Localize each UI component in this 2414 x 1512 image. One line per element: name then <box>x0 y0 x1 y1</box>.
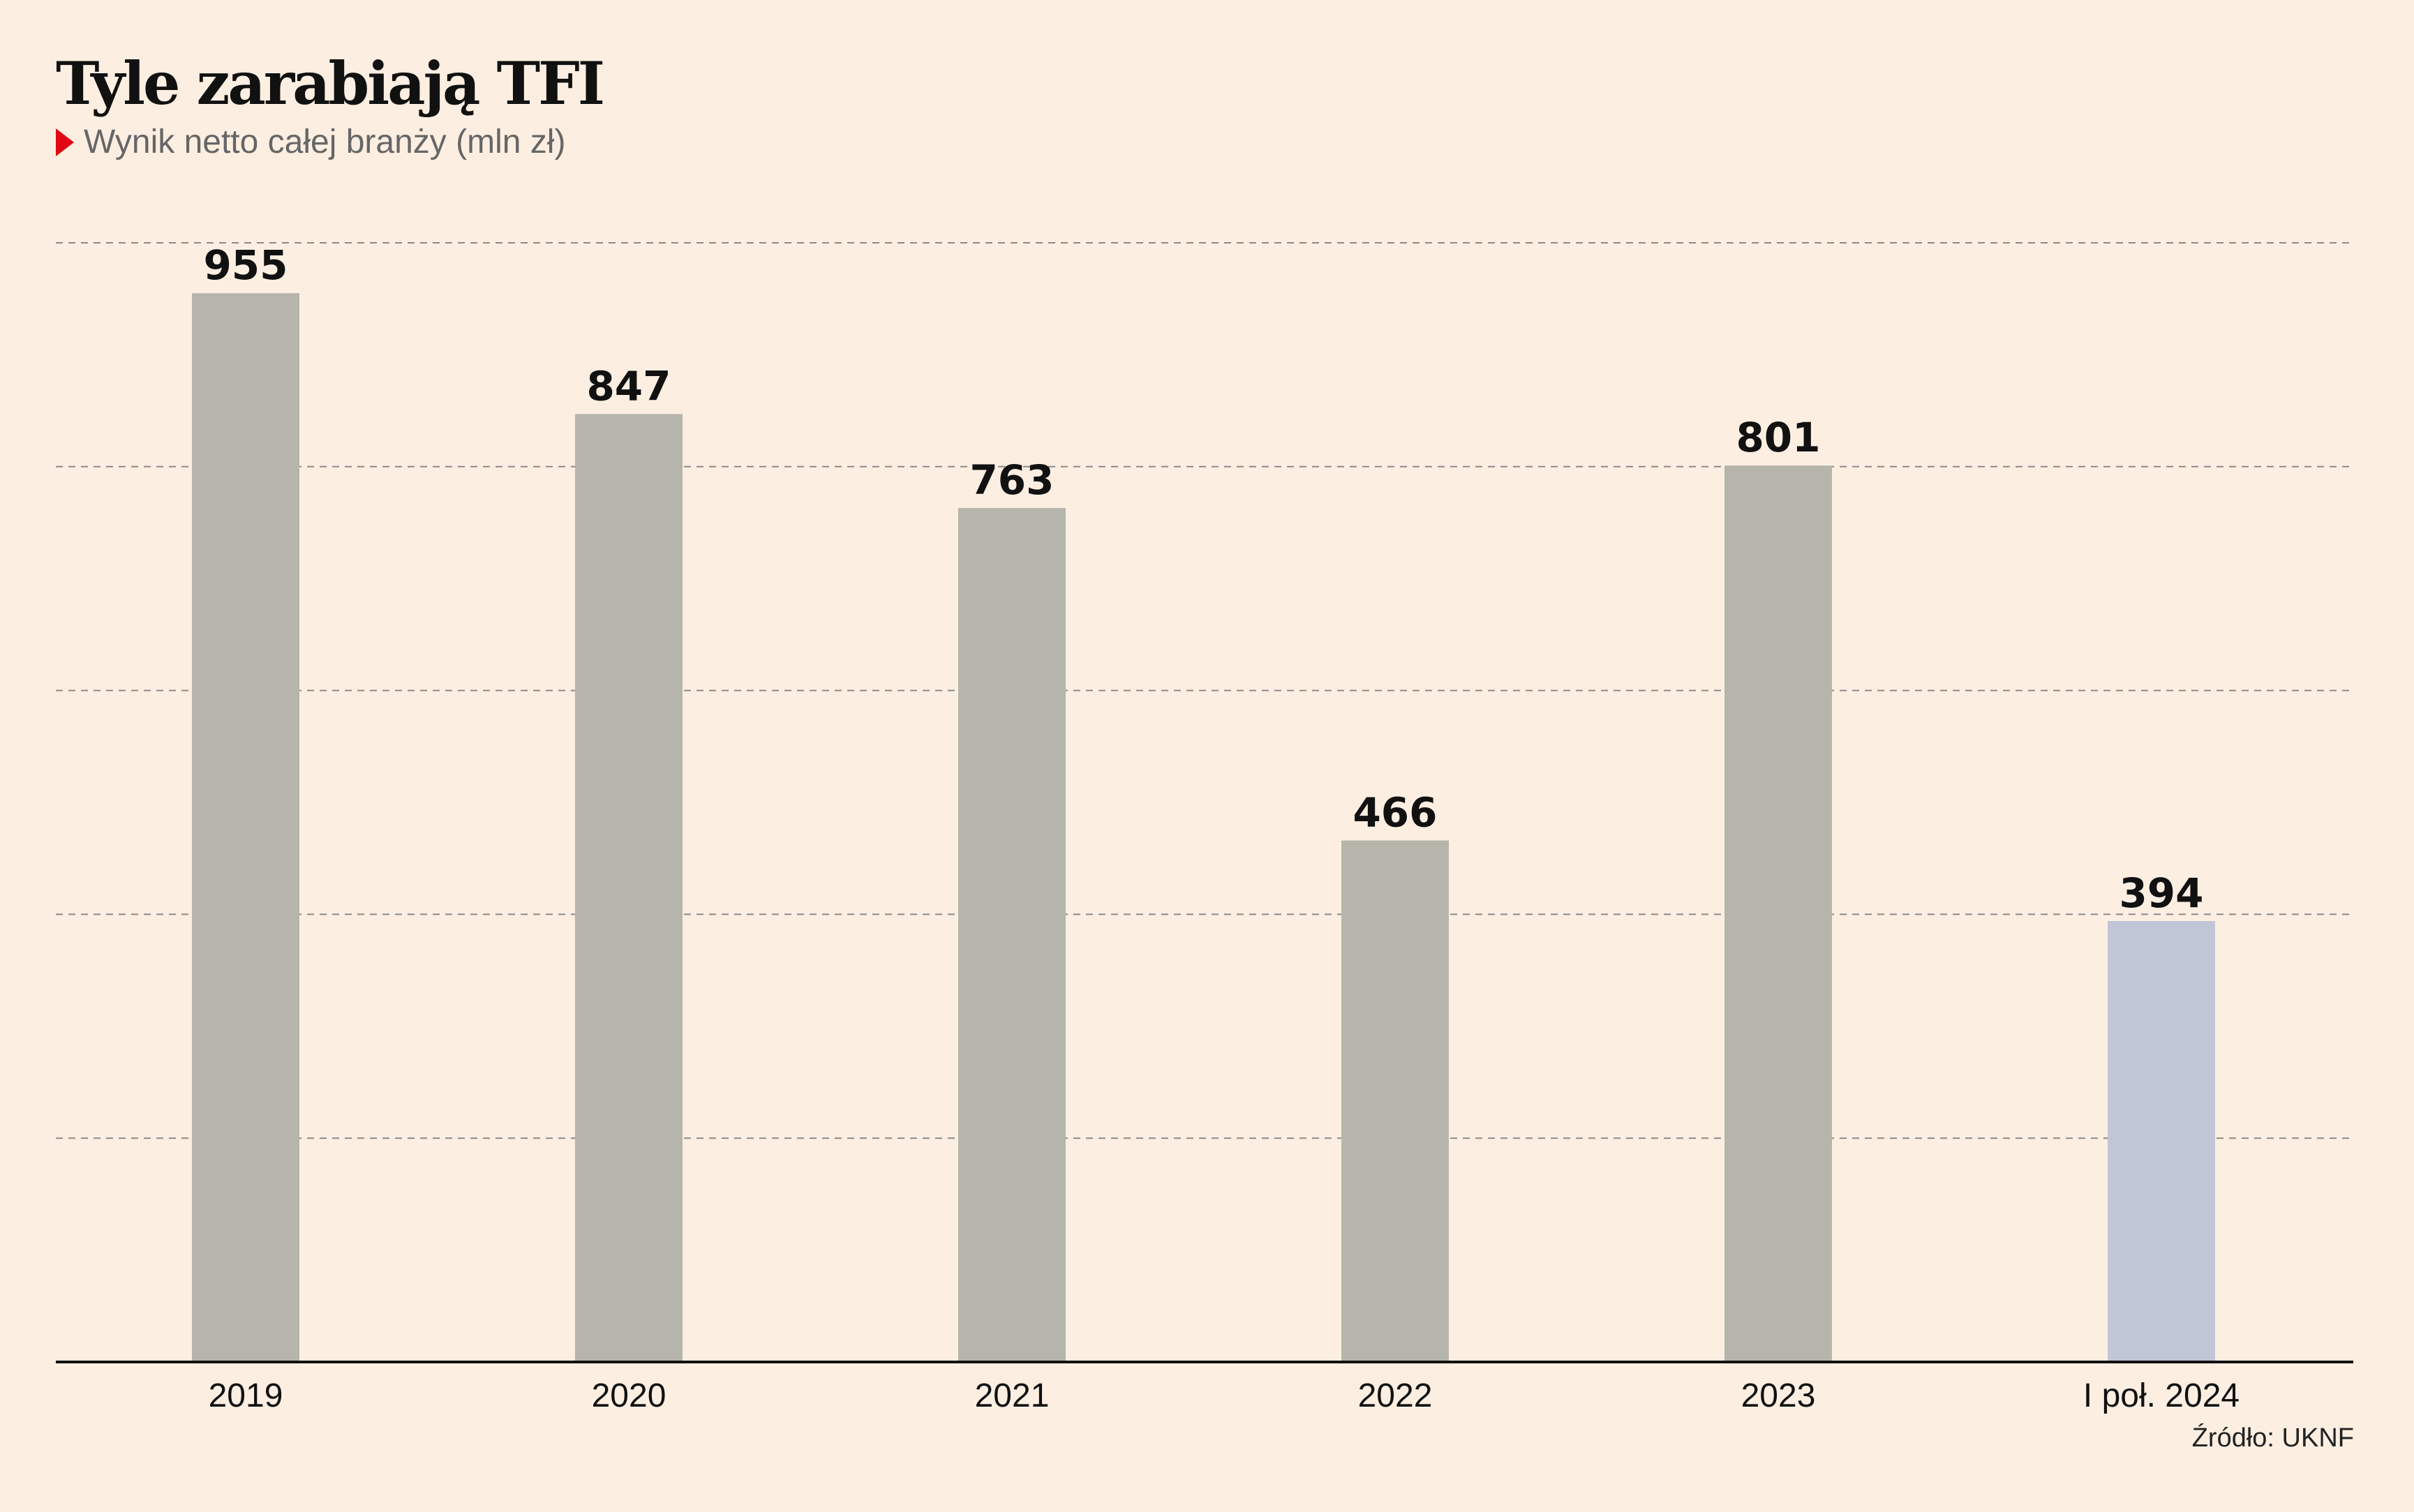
bar <box>958 508 1066 1363</box>
value-label: 955 <box>203 241 288 289</box>
bar <box>1724 465 1832 1362</box>
gridlines <box>56 242 2353 1139</box>
value-label: 847 <box>586 362 671 410</box>
value-label: 801 <box>1736 414 1820 461</box>
value-label: 394 <box>2119 869 2203 917</box>
bars <box>192 293 2215 1363</box>
x-tick-label: 2022 <box>1358 1377 1433 1414</box>
bar <box>575 414 683 1362</box>
triangle-marker-icon <box>56 128 74 156</box>
chart-subtitle: Wynik netto całej branży (mln zł) <box>56 123 565 161</box>
bar <box>192 293 299 1363</box>
x-tick-label: I poł. 2024 <box>2083 1377 2240 1414</box>
subtitle-text: Wynik netto całej branży (mln zł) <box>84 123 566 160</box>
source-note: Źródło: UKNF <box>2191 1423 2354 1453</box>
x-tick-label: 2023 <box>1741 1377 1816 1414</box>
bar <box>1341 840 1449 1362</box>
x-tick-label: 2021 <box>975 1377 1050 1414</box>
value-label: 763 <box>969 456 1054 504</box>
chart-title: Tyle zarabiają TFI <box>56 49 605 118</box>
x-tick-label: 2020 <box>592 1377 666 1414</box>
value-label: 466 <box>1353 789 1437 837</box>
x-tick-label: 2019 <box>209 1377 283 1414</box>
bar <box>2108 921 2215 1362</box>
value-labels: 955 847 763 466 801 394 <box>203 241 2203 917</box>
x-tick-labels: 2019 2020 2021 2022 2023 I poł. 2024 <box>209 1377 2240 1414</box>
